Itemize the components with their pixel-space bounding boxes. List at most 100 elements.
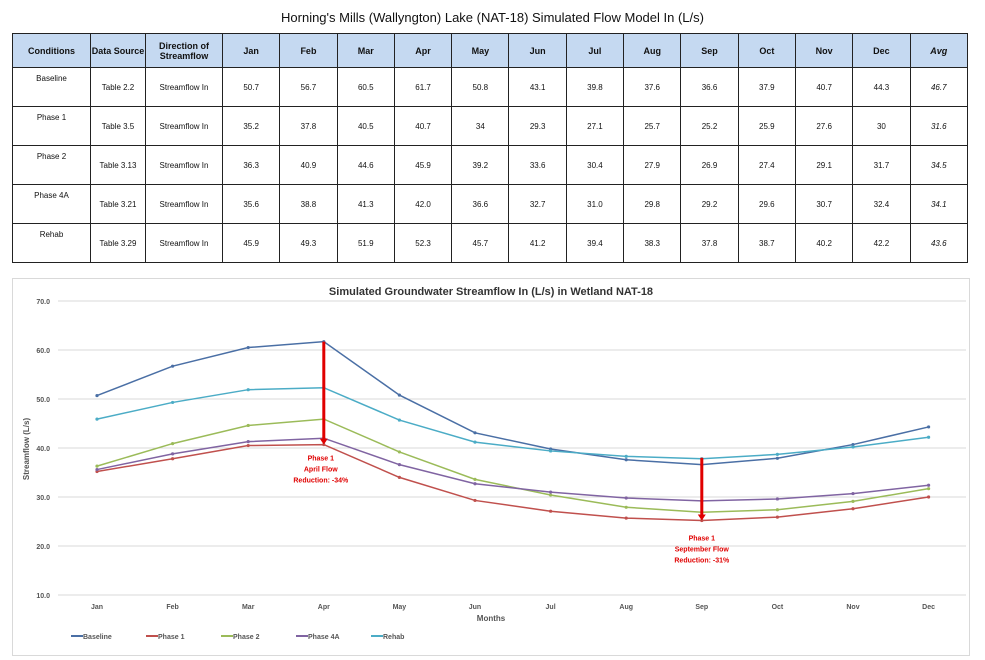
data-point bbox=[549, 493, 553, 497]
data-point bbox=[775, 508, 780, 512]
table-cell: 39.8 bbox=[565, 67, 625, 107]
x-tick-label: Dec bbox=[922, 604, 935, 611]
series-line-phase-1 bbox=[96, 443, 929, 522]
column-header: Oct bbox=[737, 33, 796, 68]
table-cell: 37.8 bbox=[279, 106, 338, 146]
y-tick-label: 40.0 bbox=[36, 446, 50, 453]
annotation-text: September Flow bbox=[675, 547, 730, 554]
table-cell: Streamflow In bbox=[145, 223, 223, 263]
column-header: Aug bbox=[623, 33, 682, 68]
table-cell: 36.6 bbox=[451, 184, 510, 224]
x-tick-label: Apr bbox=[318, 604, 330, 611]
table-cell: 43.6 bbox=[909, 223, 969, 263]
data-point bbox=[95, 464, 99, 468]
table-cell: 46.7 bbox=[909, 67, 969, 107]
table-cell: 27.4 bbox=[737, 145, 796, 185]
table-cell: 36.3 bbox=[221, 145, 281, 185]
table-cell: Table 2.2 bbox=[90, 67, 146, 107]
condition-cell: Phase 1 bbox=[12, 106, 91, 146]
data-point bbox=[775, 456, 780, 460]
legend-label: Phase 2 bbox=[233, 634, 260, 641]
table-cell: 39.2 bbox=[451, 145, 510, 185]
y-tick-label: 30.0 bbox=[36, 495, 50, 502]
table-cell: 29.3 bbox=[508, 106, 567, 146]
table-cell: 27.9 bbox=[623, 145, 682, 185]
table-cell: 49.3 bbox=[279, 223, 338, 263]
table-cell: 32.7 bbox=[508, 184, 567, 224]
x-tick-label: Mar bbox=[242, 604, 255, 611]
column-header: Direction of Streamflow bbox=[145, 33, 223, 68]
series-line-phase-2 bbox=[96, 418, 929, 513]
data-point bbox=[397, 475, 401, 479]
data-point bbox=[927, 487, 931, 491]
column-header: Nov bbox=[794, 33, 854, 68]
table-cell: 29.6 bbox=[737, 184, 796, 224]
data-point bbox=[700, 518, 704, 523]
data-point bbox=[171, 400, 175, 405]
table-cell: 38.3 bbox=[623, 223, 682, 263]
data-point bbox=[624, 505, 628, 509]
table-cell: 45.9 bbox=[393, 145, 453, 185]
table-cell: Table 3.21 bbox=[90, 184, 146, 224]
table-cell: 38.7 bbox=[737, 223, 796, 263]
legend-label: Phase 4A bbox=[308, 634, 340, 641]
y-tick-label: 20.0 bbox=[36, 544, 50, 551]
condition-cell: Phase 4A bbox=[12, 184, 91, 224]
table-cell: 31.0 bbox=[565, 184, 625, 224]
table-cell: 29.8 bbox=[623, 184, 682, 224]
page-title: Horning's Mills (Wallyngton) Lake (NAT-1… bbox=[281, 10, 704, 25]
x-tick-label: Jan bbox=[91, 604, 103, 611]
table-cell: 43.1 bbox=[508, 67, 567, 107]
table-cell: 41.3 bbox=[336, 184, 395, 224]
column-header: Jan bbox=[221, 33, 281, 68]
data-point bbox=[624, 458, 628, 462]
data-point bbox=[927, 425, 931, 429]
data-point bbox=[927, 495, 931, 499]
table-cell: 29.2 bbox=[680, 184, 739, 224]
data-point bbox=[851, 442, 855, 447]
column-header: May bbox=[451, 33, 510, 68]
data-point bbox=[397, 463, 401, 467]
column-header: Data Source bbox=[90, 33, 146, 68]
data-point bbox=[851, 507, 855, 511]
table-row: Rehab Table 3.29 Streamflow In 45.9 49.3 51.9… bbox=[12, 223, 969, 263]
table-cell: Table 3.13 bbox=[90, 145, 146, 185]
annotation-text: Phase 1 bbox=[689, 536, 716, 543]
chart-container: Simulated Groundwater Streamflow In (L/s… bbox=[12, 278, 970, 656]
table-cell: 27.1 bbox=[565, 106, 625, 146]
table-row: Phase 4A Table 3.21 Streamflow In 35.6 38.8 4… bbox=[12, 184, 969, 224]
table-cell: 45.7 bbox=[451, 223, 510, 263]
table-cell: 40.9 bbox=[279, 145, 338, 185]
table-cell: 37.6 bbox=[623, 67, 682, 107]
x-axis-label: Months bbox=[477, 614, 506, 623]
data-point bbox=[171, 441, 175, 446]
data-point bbox=[95, 467, 99, 472]
table-cell: 50.8 bbox=[451, 67, 510, 107]
table-cell: 25.2 bbox=[680, 106, 739, 146]
table-cell: 30 bbox=[852, 106, 911, 146]
column-header: Mar bbox=[336, 33, 395, 68]
table-cell: 39.4 bbox=[565, 223, 625, 263]
data-point bbox=[397, 450, 401, 454]
table-cell: 45.9 bbox=[221, 223, 281, 263]
table-cell: 44.3 bbox=[852, 67, 911, 107]
table-cell: 51.9 bbox=[336, 223, 395, 263]
y-axis-label: Streamflow (L/s) bbox=[22, 418, 31, 481]
data-point bbox=[624, 496, 628, 500]
table-cell: 37.8 bbox=[680, 223, 739, 263]
data-point bbox=[246, 440, 250, 444]
x-tick-label: Jul bbox=[546, 604, 556, 611]
column-header: Sep bbox=[680, 33, 739, 68]
annotation-text: Reduction: -34% bbox=[293, 478, 349, 485]
table-cell: 42.0 bbox=[393, 184, 453, 224]
table-cell: 35.2 bbox=[221, 106, 281, 146]
data-point bbox=[624, 516, 628, 520]
x-tick-label: Jun bbox=[469, 604, 481, 611]
legend-label: Baseline bbox=[83, 634, 112, 641]
table-cell: Streamflow In bbox=[145, 67, 223, 107]
table-cell: 40.7 bbox=[393, 106, 453, 146]
annotation-text: Phase 1 bbox=[308, 456, 335, 463]
data-point bbox=[473, 440, 477, 444]
table-row: Phase 1 Table 3.5 Streamflow In 35.2 37.8 40.… bbox=[12, 106, 969, 146]
table-cell: 41.2 bbox=[508, 223, 567, 263]
